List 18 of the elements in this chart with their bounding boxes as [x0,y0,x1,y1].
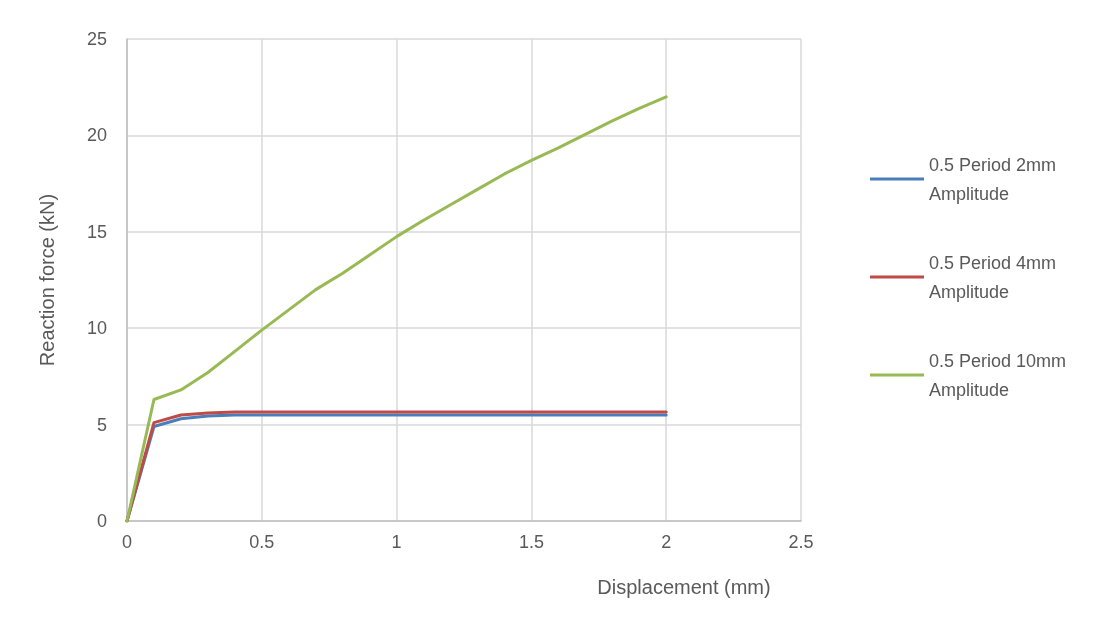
y-tick-label: 0 [96,511,107,531]
x-tick-label: 2 [661,532,672,552]
y-tick-label: 20 [86,125,107,146]
y-tick-label: 25 [86,29,107,49]
x-tick-label: 0.5 [249,532,275,552]
y-tick-label: 15 [86,221,107,242]
y-tick-label: 10 [86,318,107,339]
y-tick-label: 5 [96,414,107,435]
legend-label: 0.5 Period 10mm Amplitude [929,350,1072,400]
line-series [125,95,668,523]
legend-label: 0.5 Period 2mm Amplitude [929,154,1062,204]
x-tick-label: 0 [121,532,133,552]
x-tick-label: 1.5 [518,532,544,552]
x-tick-label: 2.5 [788,532,814,552]
legend-label: 0.5 Period 4mm Amplitude [929,252,1062,302]
x-tick-label: 1 [391,532,402,552]
x-axis-title: Displacement (mm) [597,576,771,598]
y-axis-title: Reaction force (kN) [36,193,58,367]
